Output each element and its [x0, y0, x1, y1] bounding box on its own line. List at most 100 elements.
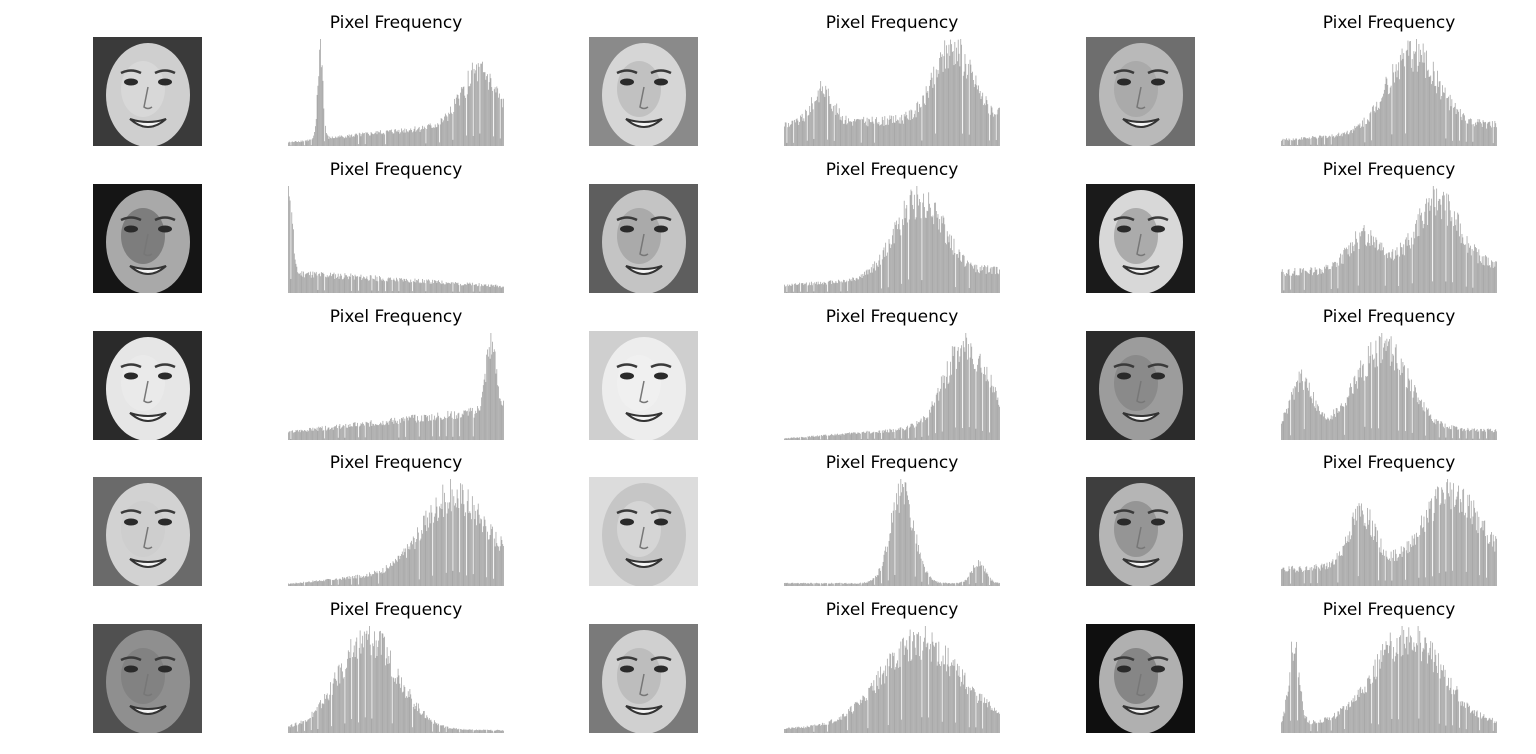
histogram-bar: [1432, 642, 1433, 733]
histogram-bar: [1415, 387, 1416, 440]
histogram-bar: [797, 727, 799, 733]
histogram-bar: [1283, 711, 1285, 733]
histogram-bar: [403, 548, 405, 586]
histogram-bar: [864, 271, 865, 293]
histogram-bar: [845, 433, 847, 440]
histogram-bar: [791, 727, 793, 733]
histogram-bar: [1477, 533, 1479, 586]
histogram-bar: [424, 128, 426, 146]
histogram-bar: [1306, 138, 1308, 146]
histogram-bar: [412, 727, 413, 733]
histogram-bar: [1384, 83, 1386, 146]
histogram-bar: [875, 575, 876, 586]
histogram-bar: [877, 575, 879, 586]
histogram-bar: [849, 434, 851, 440]
histogram-bar: [811, 435, 812, 440]
histogram-bar: [290, 725, 292, 733]
histogram-bar: [369, 626, 370, 733]
histogram-bar: [1404, 547, 1405, 586]
histogram-bar: [917, 634, 919, 733]
histogram-bar: [436, 506, 438, 586]
histogram-bar: [937, 70, 939, 146]
histogram-bar: [1486, 429, 1488, 440]
histogram-bar: [1355, 127, 1357, 146]
histogram-bar: [385, 658, 387, 733]
histogram-bar: [330, 428, 331, 440]
histogram-bar: [833, 283, 835, 293]
histogram-bar: [1329, 420, 1330, 440]
histogram-bar: [956, 61, 958, 146]
histogram-bar: [320, 272, 322, 293]
histogram-bar: [988, 113, 989, 146]
histogram-bar: [873, 578, 875, 586]
histogram-bar: [1340, 133, 1342, 146]
histogram-bar: [816, 583, 818, 586]
histogram-panel: Pixel Frequency: [288, 600, 504, 733]
histogram-bar: [893, 243, 895, 293]
histogram-bar: [424, 717, 426, 733]
histogram-bar: [1486, 535, 1488, 586]
histogram-bar: [839, 582, 841, 586]
histogram-bar: [1394, 82, 1395, 146]
histogram-bar: [333, 272, 335, 293]
histogram-bar: [867, 126, 869, 146]
histogram-bar: [315, 580, 316, 586]
histogram-bar: [397, 668, 399, 733]
histogram-bar: [355, 276, 357, 293]
histogram-bar: [1422, 410, 1424, 440]
histogram-bar: [1490, 267, 1492, 293]
histogram-bar: [490, 333, 492, 440]
histogram-bar: [995, 390, 997, 440]
histogram-bar: [1444, 669, 1446, 733]
histogram-bar: [1369, 245, 1371, 293]
histogram-bar: [935, 211, 937, 293]
histogram-bar: [1288, 400, 1290, 440]
histogram-bar: [951, 582, 953, 586]
histogram-bar: [1350, 383, 1351, 440]
histogram-bar: [1295, 275, 1297, 293]
histogram-bar: [902, 225, 904, 293]
histogram-bar: [1495, 123, 1497, 146]
histogram-bar: [426, 129, 428, 146]
histogram-bar: [1348, 701, 1350, 733]
histogram-bar: [910, 527, 912, 586]
histogram-bar: [501, 98, 503, 146]
histogram-bar: [1488, 429, 1490, 440]
histogram-bar: [853, 432, 854, 440]
histogram-bar: [352, 426, 353, 440]
histogram-bar: [1308, 382, 1310, 440]
histogram-bar: [1372, 520, 1373, 586]
histogram-bar: [1401, 48, 1403, 147]
histogram-bar: [391, 723, 393, 733]
histogram-bar: [808, 114, 810, 146]
histogram-bar: [389, 566, 391, 586]
histogram-bar: [463, 410, 465, 440]
histogram-bar: [444, 417, 446, 440]
histogram-bar: [908, 499, 909, 586]
histogram-bar: [841, 281, 843, 293]
histogram-bar: [433, 280, 435, 293]
histogram-bar: [1299, 268, 1301, 293]
histogram-bar: [454, 283, 456, 293]
histogram-bar: [909, 517, 911, 586]
histogram-bar: [908, 219, 910, 293]
histogram-bar: [857, 279, 859, 293]
histogram-bar: [995, 266, 997, 293]
histogram-bar: [1349, 256, 1351, 293]
histogram-bar: [1473, 250, 1475, 293]
histogram-bar: [307, 272, 309, 293]
histogram-bar: [825, 724, 827, 733]
histogram-bar: [472, 291, 474, 293]
histogram-bar: [486, 286, 488, 293]
histogram-bar: [1311, 566, 1313, 586]
histogram-bar: [937, 387, 939, 440]
histogram-bar: [884, 256, 886, 293]
histogram-bar: [1417, 65, 1419, 146]
histogram-bar: [792, 120, 794, 146]
histogram-bar: [1485, 121, 1486, 146]
histogram-bar: [1432, 420, 1433, 440]
histogram-bar: [1396, 363, 1398, 440]
histogram-bar: [482, 532, 483, 586]
histogram-bar: [982, 582, 984, 586]
histogram-bar: [1450, 429, 1452, 440]
